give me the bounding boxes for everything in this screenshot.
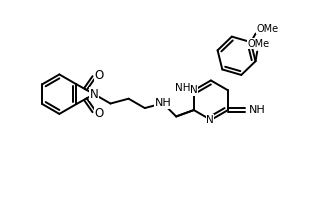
Text: O: O	[94, 107, 103, 120]
Text: N: N	[206, 115, 214, 125]
Text: OMe: OMe	[257, 24, 279, 34]
Text: NH: NH	[249, 105, 266, 115]
Text: OMe: OMe	[247, 39, 269, 49]
Text: N: N	[90, 88, 98, 101]
Text: N: N	[190, 85, 198, 95]
Text: NH: NH	[155, 98, 171, 108]
Text: NH: NH	[175, 83, 191, 93]
Text: O: O	[94, 69, 103, 82]
